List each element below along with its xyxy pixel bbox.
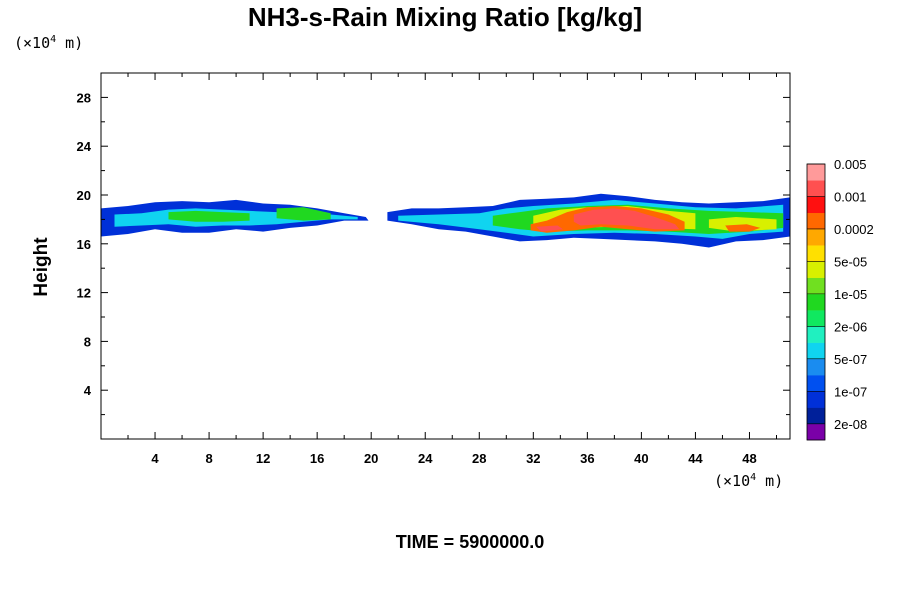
colorbar-swatch: [807, 228, 825, 246]
x-tick-label: 44: [688, 451, 703, 466]
x-tick-label: 28: [472, 451, 486, 466]
y-tick-label: 16: [77, 237, 91, 252]
colorbar: 2e-08 1e-07 5e-07 2e-06 1e-05 5e-05 0.0002 0.00…: [806, 157, 874, 441]
colorbar-swatch: [807, 391, 825, 408]
colorbar-swatch: [807, 375, 825, 392]
colorbar-swatch: [807, 180, 825, 197]
y-axis-unit: (×104 m): [14, 34, 84, 52]
y-tick-label: 28: [77, 90, 91, 105]
colorbar-swatch: [807, 261, 825, 278]
contour-region-level-6: [573, 208, 680, 230]
y-tick-label: 4: [84, 383, 92, 398]
x-tick-label: 24: [418, 451, 433, 466]
y-tick-label: 8: [84, 334, 91, 349]
colorbar-label: 5e-05: [834, 254, 867, 269]
x-tick-label: 16: [310, 451, 324, 466]
colorbar-swatch: [807, 245, 825, 262]
contour-region-level-5: [725, 224, 761, 232]
colorbar-swatch: [807, 164, 825, 181]
colorbar-label: 0.0002: [834, 222, 874, 237]
x-tick-label: 32: [526, 451, 540, 466]
contour-field: [101, 193, 790, 248]
colorbar-label: 1e-05: [834, 287, 867, 302]
colorbar-swatch: [807, 326, 825, 343]
contour-region-level-6: [536, 225, 563, 232]
y-tick-label: 20: [77, 188, 91, 203]
chart-title: NH3-s-Rain Mixing Ratio [kg/kg]: [247, 2, 643, 32]
x-tick-label: 48: [742, 451, 756, 466]
colorbar-label: 0.001: [834, 189, 867, 204]
colorbar-label: 1e-07: [834, 384, 867, 399]
time-label: TIME = 5900000.0: [395, 532, 545, 552]
x-tick-label: 36: [580, 451, 594, 466]
colorbar-swatch: [807, 358, 825, 376]
colorbar-swatch: [807, 196, 825, 214]
colorbar-label: 2e-06: [834, 319, 867, 334]
colorbar-swatch: [807, 423, 825, 441]
contour-region-level-3: [168, 210, 250, 222]
colorbar-swatch: [807, 407, 825, 425]
colorbar-swatch: [807, 293, 825, 311]
y-tick-label: 24: [77, 139, 92, 154]
x-axis-unit: (×104 m): [714, 472, 784, 490]
x-tick-label: 12: [256, 451, 270, 466]
colorbar-label: 2e-08: [834, 417, 867, 432]
plot-frame: [100, 72, 791, 440]
y-tick-label: 12: [77, 286, 91, 301]
colorbar-label: 0.005: [834, 157, 867, 172]
contour-region-level-3: [276, 207, 331, 221]
colorbar-swatch: [807, 277, 825, 295]
colorbar-swatch: [807, 342, 825, 360]
colorbar-swatch: [807, 212, 825, 230]
x-tick-label: 40: [634, 451, 648, 466]
x-tick-label: 20: [364, 451, 378, 466]
colorbar-label: 5e-07: [834, 352, 867, 367]
x-tick-label: 8: [205, 451, 212, 466]
colorbar-swatch: [807, 310, 825, 327]
x-tick-label: 4: [151, 451, 159, 466]
